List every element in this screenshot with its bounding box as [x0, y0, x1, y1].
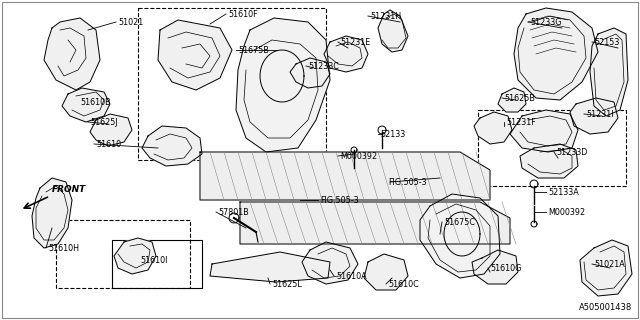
Text: 51610: 51610 — [96, 140, 121, 149]
Text: A505001438: A505001438 — [579, 303, 632, 312]
Text: 51231F: 51231F — [506, 118, 536, 127]
Text: 52133: 52133 — [380, 130, 405, 139]
Text: 51233C: 51233C — [308, 62, 339, 71]
Polygon shape — [290, 58, 330, 88]
Text: 51021A: 51021A — [594, 260, 625, 269]
Text: 51610I: 51610I — [140, 256, 168, 265]
Polygon shape — [520, 144, 578, 178]
Text: 51610G: 51610G — [490, 264, 522, 273]
Polygon shape — [210, 252, 330, 282]
Polygon shape — [364, 254, 408, 290]
Polygon shape — [324, 36, 368, 72]
Polygon shape — [472, 250, 518, 284]
Bar — [478, 110, 626, 186]
Text: M000392: M000392 — [548, 208, 585, 217]
Polygon shape — [90, 114, 132, 146]
Text: FRONT: FRONT — [52, 185, 86, 194]
Text: 51233D: 51233D — [556, 148, 588, 157]
Text: 51233G: 51233G — [530, 18, 561, 27]
Text: 51625B: 51625B — [504, 94, 535, 103]
Bar — [138, 8, 326, 160]
Text: 51610H: 51610H — [48, 244, 79, 253]
Polygon shape — [580, 240, 632, 296]
Bar — [56, 220, 190, 288]
Polygon shape — [474, 112, 512, 144]
Polygon shape — [62, 88, 110, 122]
Polygon shape — [514, 8, 598, 100]
Text: 57801B: 57801B — [218, 208, 249, 217]
Polygon shape — [44, 18, 100, 90]
Bar — [112, 240, 202, 288]
Polygon shape — [240, 202, 510, 244]
Text: 51610F: 51610F — [228, 10, 258, 19]
Text: 51625J: 51625J — [90, 118, 118, 127]
Text: FIG.505-3: FIG.505-3 — [320, 196, 358, 205]
Text: 52133A: 52133A — [548, 188, 579, 197]
Text: 51625L: 51625L — [272, 280, 301, 289]
Text: 51021: 51021 — [118, 18, 143, 27]
Text: 51231H: 51231H — [370, 12, 401, 21]
Polygon shape — [302, 242, 358, 284]
Polygon shape — [142, 126, 202, 166]
Text: 51231I: 51231I — [586, 110, 614, 119]
Polygon shape — [378, 10, 408, 52]
Text: FIG.505-3: FIG.505-3 — [388, 178, 427, 187]
Polygon shape — [590, 28, 628, 116]
Text: 51610B: 51610B — [80, 98, 111, 107]
Polygon shape — [32, 178, 72, 248]
Polygon shape — [114, 238, 156, 274]
Text: 52153: 52153 — [594, 38, 620, 47]
Polygon shape — [510, 110, 578, 152]
Text: M000392: M000392 — [340, 152, 377, 161]
Text: 51675C: 51675C — [444, 218, 475, 227]
Polygon shape — [498, 88, 526, 112]
Text: 51610C: 51610C — [388, 280, 419, 289]
Text: 51610A: 51610A — [336, 272, 367, 281]
Polygon shape — [200, 152, 490, 200]
Polygon shape — [158, 20, 232, 90]
Text: 51675B: 51675B — [238, 46, 269, 55]
Polygon shape — [420, 194, 500, 278]
Polygon shape — [570, 98, 618, 134]
Text: 51231E: 51231E — [340, 38, 371, 47]
Polygon shape — [236, 18, 330, 152]
